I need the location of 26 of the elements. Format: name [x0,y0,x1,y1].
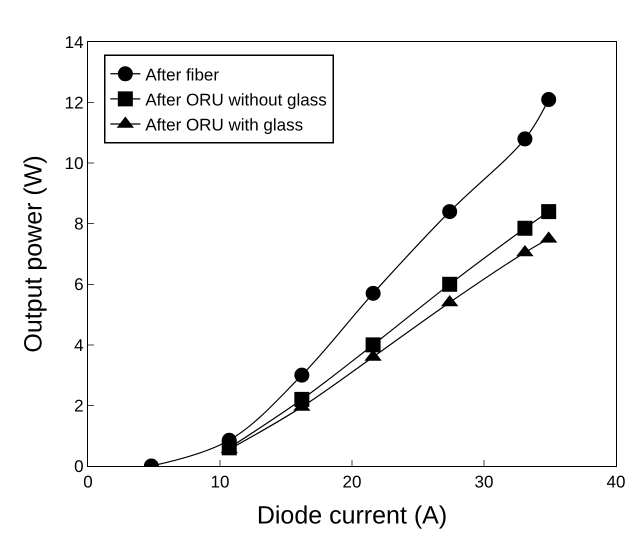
y-tick-label: 6 [74,275,84,294]
x-axis-title: Diode current (A) [256,501,448,530]
legend-label: After ORU with glass [145,116,304,135]
y-tick-label: 2 [74,396,84,416]
point [442,204,458,220]
point [294,368,310,383]
y-tick-label: 0 [74,456,84,476]
x-tick-label: 30 [474,472,494,492]
legend-label: After ORU without glass [145,90,327,110]
point [442,276,458,292]
point [366,337,381,352]
y-tick-label: 12 [64,94,84,113]
x-tick-label: 20 [342,472,362,492]
y-tick-label: 14 [64,32,84,52]
point [517,131,532,146]
y-tick-label: 4 [74,336,84,355]
point [541,92,556,108]
y-axis-title: Output power (W) [19,155,48,353]
y-tick-label: 10 [64,154,84,174]
legend-label: After fiber [145,65,220,84]
y-tick-label: 8 [74,214,84,234]
point [366,286,381,301]
point [541,204,556,220]
x-tick-label: 10 [210,472,230,492]
point [517,220,532,236]
x-tick-label: 40 [606,472,626,492]
